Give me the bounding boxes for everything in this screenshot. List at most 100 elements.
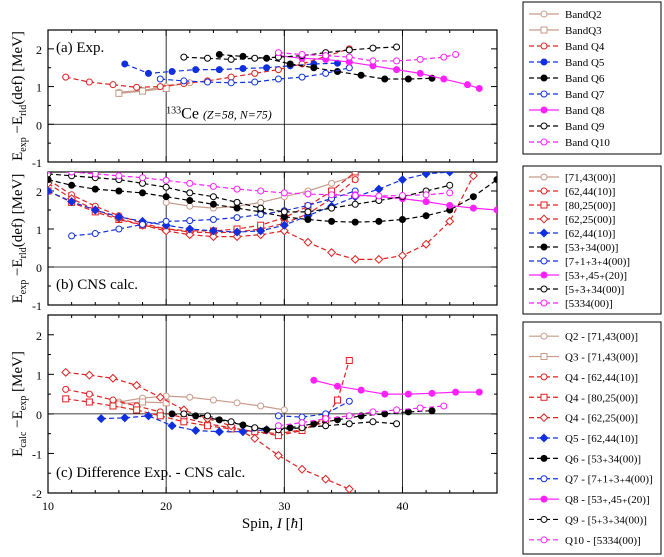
- series-7: [168, 407, 436, 434]
- data-point: [393, 66, 401, 74]
- series-line: [313, 379, 480, 395]
- data-point: [109, 81, 117, 89]
- plot-frame: [47, 314, 498, 494]
- legend-label: [62,44(10)]: [565, 228, 615, 240]
- legend-entry: Q8 - [53₊,45₊(20)]: [529, 494, 650, 506]
- legend-marker: [540, 299, 548, 307]
- legend-label: Q3 - [71,43(00)]: [565, 352, 638, 364]
- series-7: [274, 52, 483, 92]
- y-tick-label: 1: [36, 223, 42, 237]
- data-point: [421, 239, 431, 249]
- data-point: [475, 84, 483, 92]
- legend-entry: Band Q10: [529, 137, 610, 149]
- legend-label: Band Q5: [565, 57, 605, 69]
- legend-entry: Band Q7: [529, 89, 605, 101]
- legend-entry: Q4 - [62,25(00)]: [529, 413, 638, 425]
- data-point: [62, 385, 70, 393]
- data-point: [168, 67, 176, 75]
- data-point: [286, 60, 294, 68]
- panel-label: (c) Difference Exp. - CNS calc.: [56, 465, 245, 481]
- y-tick-label: 2: [36, 329, 42, 343]
- data-point: [257, 402, 265, 410]
- data-point: [85, 390, 93, 398]
- data-point: [393, 420, 401, 428]
- data-point: [357, 386, 365, 394]
- y-tick-label: -1: [32, 299, 42, 313]
- legend-marker: [539, 228, 549, 238]
- y-tick-label: 1: [36, 368, 42, 382]
- legend-entry: Band Q4: [529, 41, 605, 53]
- data-point: [209, 200, 217, 208]
- data-point: [369, 57, 377, 65]
- data-point: [351, 172, 359, 176]
- data-point: [85, 398, 93, 406]
- data-point: [139, 174, 147, 182]
- data-point: [227, 55, 235, 63]
- legend-entry: Q4 - [80,25(00)]: [529, 392, 638, 404]
- legend-label: Q4 - [62,44(10)]: [565, 372, 638, 384]
- data-point: [61, 367, 71, 377]
- y-tick-label: 0: [36, 261, 42, 275]
- legend-label: [53₊34(00)]: [565, 242, 618, 254]
- legend-marker: [540, 106, 548, 114]
- chart-panel-3: -2 -1 0 1 2 10 20 30 40 Spin, I [ħ] Ecalc −Eexp [M…: [10, 314, 498, 532]
- data-point: [263, 426, 271, 434]
- data-point: [345, 412, 353, 420]
- data-point: [351, 176, 359, 184]
- data-point: [257, 204, 265, 212]
- series-line: [278, 405, 444, 427]
- data-point: [139, 179, 147, 187]
- legend-entry: Q4 - [62,44(10)]: [529, 372, 638, 384]
- data-point: [91, 230, 99, 238]
- y-tick-label: -1: [32, 447, 42, 461]
- legend-marker: [540, 42, 548, 50]
- panel-label: (b) CNS calc.: [56, 277, 138, 293]
- legend-marker: [539, 433, 549, 443]
- data-point: [251, 54, 259, 62]
- legend-marker: [540, 271, 548, 279]
- data-point: [257, 187, 265, 195]
- data-point: [345, 64, 353, 72]
- data-point: [180, 77, 188, 85]
- data-point: [48, 186, 53, 196]
- data-point: [139, 87, 147, 95]
- data-point: [121, 60, 129, 68]
- data-point: [132, 380, 142, 390]
- data-point: [374, 254, 384, 264]
- legend-label: Band Q4: [565, 41, 605, 53]
- legend-entry: Band Q8: [529, 105, 605, 117]
- series-9: [310, 376, 483, 398]
- data-point: [381, 410, 389, 418]
- data-point: [393, 406, 401, 414]
- data-point: [298, 419, 306, 427]
- data-point: [233, 185, 241, 193]
- legend-entry: Band Q5: [529, 57, 605, 69]
- data-point: [162, 198, 170, 206]
- data-point: [398, 192, 406, 200]
- data-point: [62, 73, 70, 81]
- data-point: [186, 179, 194, 187]
- legend-marker: [540, 26, 548, 34]
- data-point: [333, 396, 341, 404]
- legend-label: [53₊,45₊(20)]: [565, 270, 627, 282]
- legend-entry: [53₊34(00)]: [529, 242, 618, 254]
- series-11: [274, 402, 448, 430]
- data-point: [90, 205, 100, 215]
- legend-entry: Q7 - [7₊1₊3₊4(00)]: [529, 474, 653, 486]
- data-point: [68, 172, 76, 176]
- legend-entry: Q9 - [5₊3₊34(00)]: [529, 514, 647, 526]
- plot-frame: [47, 171, 498, 306]
- data-point: [115, 187, 123, 195]
- legend-entry: Q5 - [62,44(10)]: [529, 433, 638, 445]
- legend-marker: [540, 257, 548, 265]
- data-point: [298, 73, 306, 81]
- legend-entry: [80,25(00)]: [529, 200, 615, 212]
- legend-entry: Q10 - [5334(00)]: [529, 535, 641, 547]
- plot-frame: [47, 29, 498, 163]
- data-point: [274, 412, 282, 420]
- y-tick-label: -1: [32, 156, 42, 170]
- data-point: [208, 232, 218, 242]
- data-point: [321, 474, 331, 484]
- data-point: [345, 53, 353, 61]
